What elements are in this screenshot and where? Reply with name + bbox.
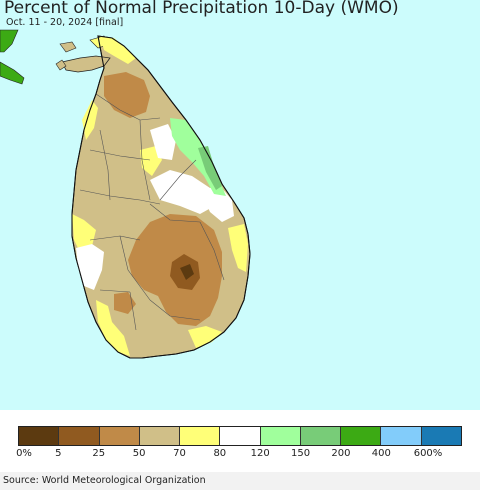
map-title: Percent of Normal Precipitation 10-Day (…: [4, 0, 399, 18]
zone-brown-north: [104, 72, 150, 118]
legend-swatch: [139, 427, 181, 445]
coastline: [71, 35, 251, 359]
zone-yellow-east: [228, 224, 248, 272]
legend-tick-label: 50: [132, 448, 146, 459]
legend-swatch: [260, 427, 301, 445]
legend-tick-label: 600%: [413, 448, 443, 459]
legend-swatch: [300, 427, 342, 445]
zone-yellow-west: [72, 214, 96, 252]
legend-tick-label: 400: [371, 448, 391, 459]
zone-yellow-nw: [82, 100, 98, 140]
legend-tick-label: 5: [55, 448, 62, 459]
district-boundaries: [79, 93, 225, 331]
legend-tick-label: 200: [331, 448, 351, 459]
islet-1: [55, 59, 67, 71]
legend-tick-label: 120: [250, 448, 270, 459]
legend-tick-label: 80: [213, 448, 227, 459]
source-credit: Source: World Meteorological Organizatio…: [3, 475, 206, 486]
map-canvas: [0, 29, 251, 359]
zone-darkest-core: [180, 264, 194, 280]
india-coast: [0, 29, 19, 53]
zone-white-n: [150, 124, 176, 160]
zone-green-ne: [198, 146, 222, 190]
zone-white-center: [150, 170, 218, 214]
legend-swatch: [19, 427, 60, 445]
legend-swatch: [421, 427, 461, 445]
zone-white-west: [76, 244, 104, 290]
footer: Source: World Meteorological Organizatio…: [0, 472, 480, 490]
legend-tick-label: 25: [92, 448, 106, 459]
islet-2: [59, 41, 77, 53]
legend-swatch: [99, 427, 140, 445]
legend-swatch: [220, 427, 261, 445]
india-coast-2: [0, 61, 25, 85]
zone-yellow-sw: [96, 300, 130, 356]
legend-tick-label: 70: [173, 448, 186, 459]
legend-swatch: [381, 427, 422, 445]
legend-tick-label: 0%: [16, 448, 32, 459]
zone-yellow-north: [100, 36, 136, 64]
legend-swatch: [180, 427, 221, 445]
zone-yellow-center: [140, 146, 162, 176]
precipitation-map: Percent of Normal Precipitation 10-Day (…: [0, 0, 480, 410]
legend-tick-label: 150: [290, 448, 311, 459]
zone-brown-sw: [114, 292, 136, 314]
zone-yellow-s: [188, 326, 222, 348]
legend: 0% 5 25 50 70 80 120 150 200 400 600%: [0, 410, 480, 472]
legend-swatch: [59, 427, 100, 445]
map-subtitle: Oct. 11 - 20, 2024 [final]: [6, 17, 124, 28]
legend-swatch: [341, 427, 382, 445]
legend-colorbar: [18, 426, 462, 446]
